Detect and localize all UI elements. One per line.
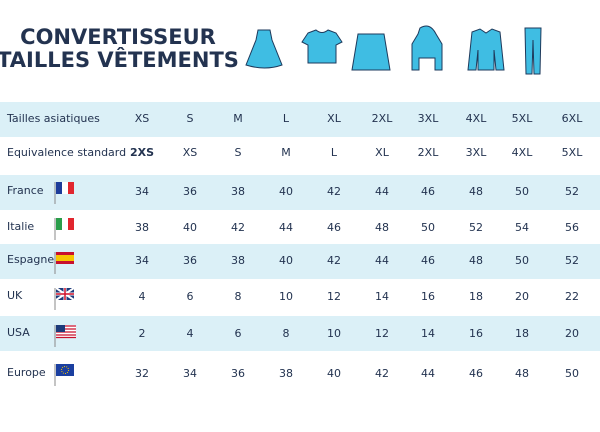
cell: 50 [515,254,529,267]
cell: 48 [375,221,389,234]
cell: 52 [565,254,579,267]
cell: 48 [515,367,529,380]
cell: 4 [139,290,146,303]
cell: S [187,112,194,125]
cell: 38 [279,367,293,380]
row-label: Tailles asiatiques [6,112,100,125]
cell: 5XL [512,112,534,125]
cell: 38 [231,254,245,267]
cell: 42 [231,221,245,234]
cell: 2XS [130,146,154,159]
cell: 20 [515,290,529,303]
cell: 38 [135,221,149,234]
cell: 38 [231,185,245,198]
cell: 46 [421,185,435,198]
row-label: Italie [7,220,34,233]
cell: 40 [279,254,293,267]
cell: 8 [283,327,290,340]
cell: 44 [421,367,435,380]
cell: 6XL [562,112,584,125]
cell: 52 [565,185,579,198]
cell: 54 [515,221,529,234]
cell: 48 [469,254,483,267]
cell: 3XL [466,146,488,159]
cell: XS [183,146,198,159]
cell: 44 [375,185,389,198]
row-label: Equivalence standard [7,146,126,159]
cell: 8 [235,290,242,303]
flags [54,182,76,386]
cell: 36 [183,254,197,267]
cell: 4XL [466,112,488,125]
row-band [0,316,600,351]
cell: 34 [135,254,149,267]
cell: 42 [327,185,341,198]
row-band [0,175,600,210]
cell: 2XL [372,112,394,125]
cell: 50 [421,221,435,234]
cell: 48 [469,185,483,198]
cell: 52 [469,221,483,234]
row-band [0,244,600,279]
cell: XS [135,112,150,125]
cell: 16 [421,290,435,303]
cell: 18 [469,290,483,303]
cell: 46 [421,254,435,267]
cell: 14 [375,290,389,303]
cell: 18 [515,327,529,340]
cell: 20 [565,327,579,340]
cell: 36 [231,367,245,380]
cell: 32 [135,367,149,380]
cell: 46 [327,221,341,234]
cell: 4XL [512,146,534,159]
row-label: Europe [7,366,46,379]
cell: 16 [469,327,483,340]
title-line: TAILLES VÊTEMENTS [0,47,239,72]
row-label: France [7,184,44,197]
cell: 40 [183,221,197,234]
cell: L [331,146,338,159]
cell: 2XL [418,146,440,159]
cell: 46 [469,367,483,380]
cell: 6 [187,290,194,303]
cell: 12 [327,290,341,303]
title-line: CONVERTISSEUR [20,25,216,49]
row-label: USA [7,326,30,339]
cell: M [281,146,291,159]
cell: 44 [375,254,389,267]
cell: 34 [183,367,197,380]
cell: 22 [565,290,579,303]
cell: 44 [279,221,293,234]
cell: 50 [515,185,529,198]
cell: 40 [327,367,341,380]
cell: 10 [327,327,341,340]
cell: 42 [327,254,341,267]
cell: 4 [187,327,194,340]
cell: 34 [135,185,149,198]
cell: XL [375,146,390,159]
cell: S [235,146,242,159]
cell: XL [327,112,342,125]
row-band [0,102,600,137]
cell: 5XL [562,146,584,159]
cell: 6 [235,327,242,340]
clothing-icons [245,25,542,75]
cell: 40 [279,185,293,198]
row-label: UK [7,289,23,302]
cell: 36 [183,185,197,198]
cell: 2 [139,327,146,340]
row-label: Espagne [7,253,54,266]
cell: 50 [565,367,579,380]
cell: 14 [421,327,435,340]
cell: 3XL [418,112,440,125]
cell: 12 [375,327,389,340]
cell: 56 [565,221,579,234]
cell: 42 [375,367,389,380]
cell: L [283,112,290,125]
cell: 10 [279,290,293,303]
cell: M [233,112,243,125]
